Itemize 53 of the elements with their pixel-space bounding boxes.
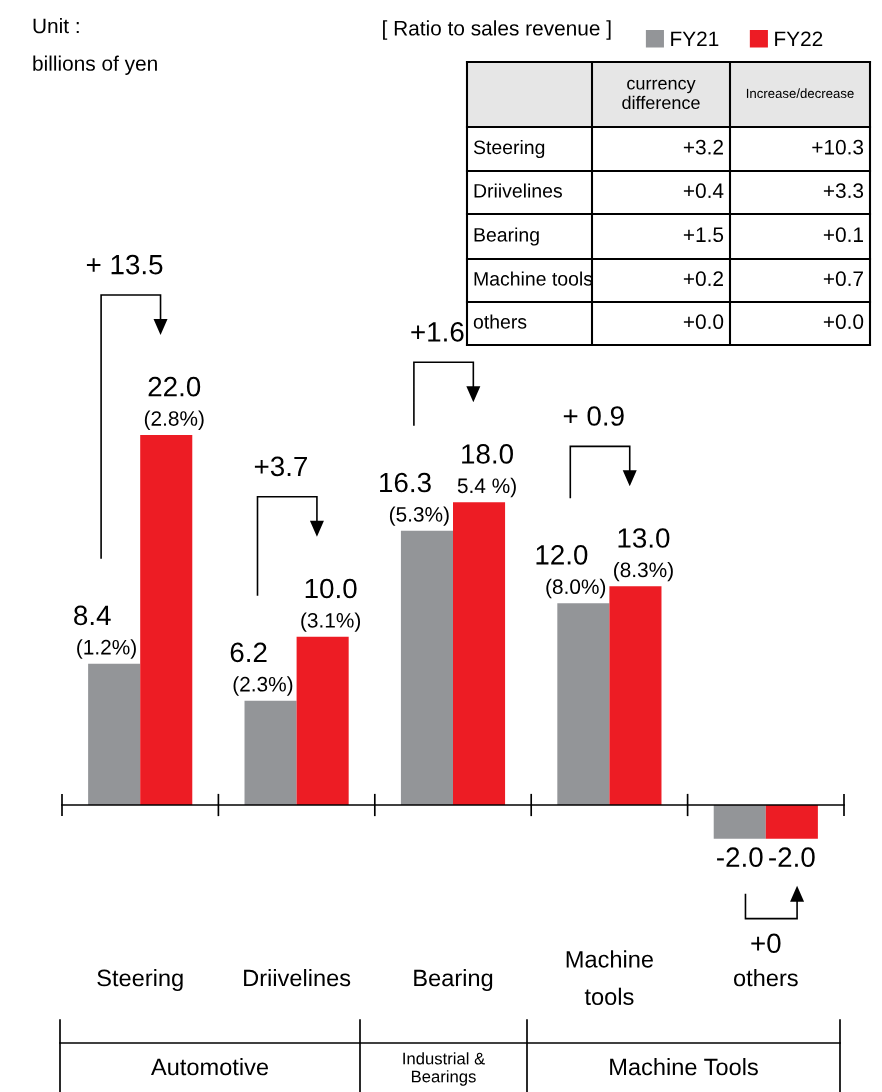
data-label: 12.0 (8.0%) xyxy=(536,545,606,599)
text: Steering xyxy=(473,139,545,159)
bar xyxy=(765,805,818,839)
x-tick-label: Bearing xyxy=(414,968,493,992)
data-label: 13.0 (8.3%) xyxy=(614,528,673,582)
data-label: -2.0 xyxy=(717,847,763,868)
bar xyxy=(713,805,766,839)
legend-title: [ Ratio to sales revenue ] xyxy=(383,20,611,40)
bar xyxy=(244,700,297,805)
data-label: -2.0 xyxy=(769,847,815,868)
text: +0 xyxy=(751,933,781,954)
data-label: 6.2 (2.3%) xyxy=(230,642,293,696)
text: +3.2 xyxy=(683,139,723,155)
data-label: 8.4 (1.2%) xyxy=(74,605,136,659)
text: Industrial & Bearings xyxy=(403,1052,485,1086)
text: +1.6 xyxy=(411,322,464,342)
bar xyxy=(453,502,506,805)
text: +0.0 xyxy=(683,314,724,330)
x-tick-label: Steering xyxy=(97,968,183,992)
text: +10.3 xyxy=(812,139,864,155)
text: Unit : billions of yen xyxy=(33,18,157,75)
bar xyxy=(400,530,453,805)
text: Automotive xyxy=(150,1057,269,1076)
text: +0.4 xyxy=(683,183,724,199)
text: Increase/decrease xyxy=(746,88,854,99)
data-label: 22.0 (2.8%) xyxy=(144,376,204,430)
text: + 0.9 xyxy=(563,406,624,426)
bar xyxy=(88,663,141,805)
data-label: 16.3 (5.3%) xyxy=(380,472,449,526)
text: others xyxy=(473,314,527,329)
legend-label: FY21 xyxy=(671,31,719,46)
bar xyxy=(557,603,610,805)
bar xyxy=(609,586,662,805)
text: +0.1 xyxy=(823,227,863,243)
text: Driivelines xyxy=(474,183,562,198)
text: Machine tools xyxy=(474,271,593,286)
data-label: 10.0 (3.1%) xyxy=(301,578,361,632)
text: currency difference xyxy=(622,79,700,110)
text: +0.0 xyxy=(823,314,864,330)
text: +3.3 xyxy=(823,183,864,199)
text: + 13.5 xyxy=(86,254,163,275)
bar xyxy=(296,636,349,805)
text: +0.7 xyxy=(823,271,863,287)
text: +1.5 xyxy=(683,227,724,243)
x-tick-label: Driivelines xyxy=(244,968,351,987)
data-label: 18.0 5.4 %) xyxy=(457,444,516,498)
text: Machine Tools xyxy=(610,1057,758,1076)
legend-label: FY22 xyxy=(775,31,823,46)
text: +0.2 xyxy=(683,271,723,287)
x-tick-label: others xyxy=(733,968,798,987)
annotation: +3.7 xyxy=(254,456,307,477)
x-tick-label: Machine tools xyxy=(566,950,653,1006)
text: Bearing xyxy=(474,227,539,246)
